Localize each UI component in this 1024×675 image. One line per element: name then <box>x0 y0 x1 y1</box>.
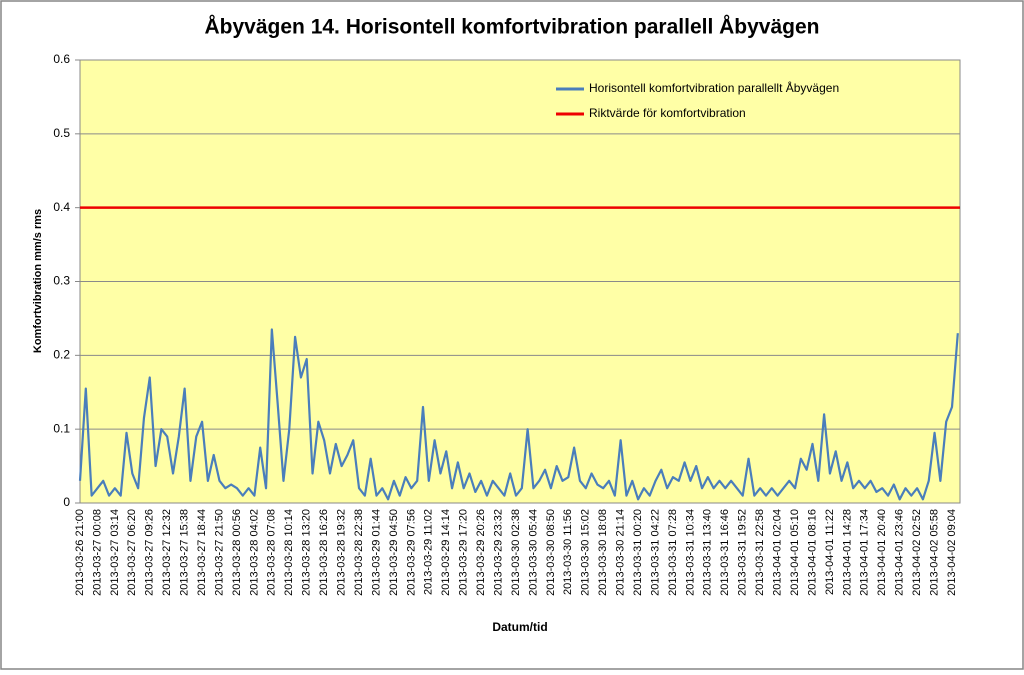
x-tick-label: 2013-03-27 03:14 <box>109 509 121 596</box>
x-tick-label: 2013-03-28 16:26 <box>318 509 330 596</box>
x-tick-label: 2013-03-31 10:34 <box>684 509 696 596</box>
x-tick-label: 2013-03-31 04:22 <box>649 509 661 596</box>
x-tick-label: 2013-03-29 20:26 <box>475 509 487 596</box>
x-tick-label: 2013-03-31 16:46 <box>719 509 731 596</box>
x-tick-label: 2013-04-01 23:46 <box>894 509 906 596</box>
x-tick-label: 2013-03-30 18:08 <box>597 509 609 596</box>
y-tick-label: 0.4 <box>53 200 70 214</box>
x-tick-label: 2013-03-29 04:50 <box>388 509 400 596</box>
x-tick-label: 2013-03-30 15:02 <box>580 509 592 596</box>
y-tick-label: 0.2 <box>53 348 70 362</box>
y-tick-label: 0.6 <box>53 52 70 66</box>
x-tick-label: 2013-04-01 20:40 <box>876 509 888 596</box>
y-tick-label: 0.5 <box>53 126 70 140</box>
x-tick-label: 2013-04-02 09:04 <box>946 509 958 596</box>
x-tick-label: 2013-03-27 21:50 <box>213 509 225 596</box>
chart-title: Åbyvägen 14. Horisontell komfortvibratio… <box>205 15 820 39</box>
x-tick-label: 2013-03-27 12:32 <box>161 509 173 596</box>
data-line <box>78 328 959 501</box>
y-tick-label: 0.3 <box>53 274 70 288</box>
y-tick-label: 0 <box>63 495 70 509</box>
x-tick-label: 2013-03-29 17:20 <box>458 509 470 596</box>
x-tick-label: 2013-03-28 00:56 <box>231 509 243 596</box>
x-tick-label: 2013-03-26 21:00 <box>74 509 86 596</box>
x-tick-label: 2013-03-27 09:26 <box>144 509 156 596</box>
x-tick-label: 2013-04-01 11:22 <box>824 509 836 595</box>
x-tick-label: 2013-03-28 07:08 <box>266 509 278 596</box>
x-tick-label: 2013-03-28 04:02 <box>248 509 260 596</box>
x-tick-label: 2013-03-30 21:14 <box>615 509 627 596</box>
x-tick-label: 2013-03-31 19:52 <box>737 509 749 596</box>
x-tick-label: 2013-03-29 23:32 <box>492 509 504 596</box>
x-tick-label: 2013-03-30 11:56 <box>562 509 574 595</box>
x-tick-label: 2013-03-31 13:40 <box>702 509 714 596</box>
x-tick-label: 2013-03-27 00:08 <box>91 509 103 596</box>
x-tick-label: 2013-03-28 19:32 <box>336 509 348 596</box>
legend-label: Riktvärde för komfortvibration <box>589 106 746 120</box>
legend-label: Horisontell komfortvibration parallellt … <box>589 80 839 95</box>
x-tick-label: 2013-03-30 05:44 <box>527 509 539 596</box>
x-tick-label: 2013-03-27 18:44 <box>196 509 208 596</box>
x-tick-label: 2013-04-01 17:34 <box>859 509 871 596</box>
x-axis-title: Datum/tid <box>492 620 547 634</box>
x-tick-label: 2013-03-31 07:28 <box>667 509 679 596</box>
x-tick-label: 2013-04-02 02:52 <box>911 509 923 596</box>
y-axis-title: Komfortvibration mm/s rms <box>32 209 44 353</box>
x-tick-label: 2013-04-02 05:58 <box>928 509 940 596</box>
x-tick-label: 2013-03-30 08:50 <box>545 509 557 596</box>
x-tick-label: 2013-03-28 13:20 <box>301 509 313 596</box>
x-tick-label: 2013-04-01 05:10 <box>789 509 801 596</box>
x-tick-label: 2013-04-01 08:16 <box>806 509 818 596</box>
x-tick-label: 2013-03-27 06:20 <box>126 509 138 596</box>
y-tick-label: 0.1 <box>53 421 70 435</box>
x-tick-label: 2013-03-30 02:38 <box>510 509 522 596</box>
x-tick-label: 2013-03-27 15:38 <box>179 509 191 596</box>
x-tick-label: 2013-04-01 14:28 <box>841 509 853 596</box>
x-tick-label: 2013-03-28 22:38 <box>353 509 365 596</box>
x-tick-label: 2013-03-29 01:44 <box>370 509 382 596</box>
x-tick-label: 2013-03-31 00:20 <box>632 509 644 596</box>
x-tick-label: 2013-03-29 11:02 <box>423 509 435 595</box>
x-tick-label: 2013-03-29 14:14 <box>440 509 452 596</box>
x-tick-label: 2013-03-31 22:58 <box>754 509 766 596</box>
x-tick-label: 2013-03-28 10:14 <box>283 509 295 596</box>
x-tick-label: 2013-03-29 07:56 <box>405 509 417 596</box>
x-tick-label: 2013-04-01 02:04 <box>772 509 784 596</box>
